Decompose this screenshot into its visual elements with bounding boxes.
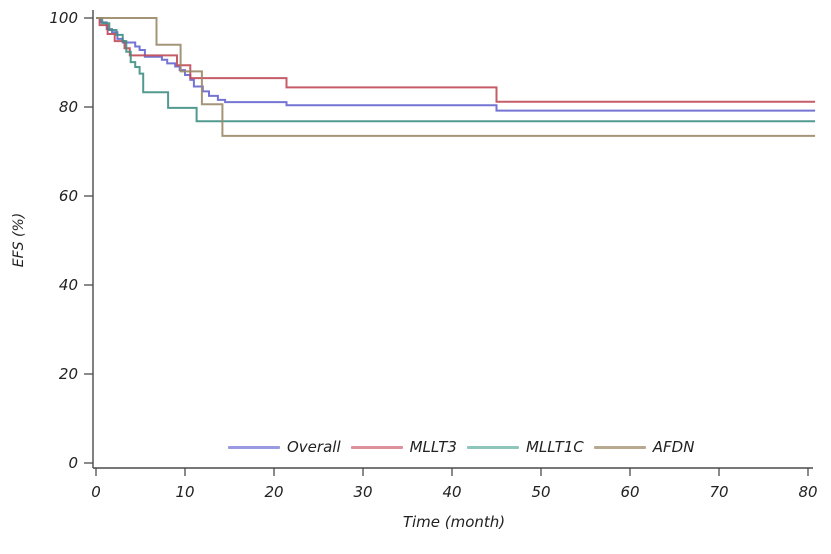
x-tick-label: 60 [620,483,639,501]
legend-swatch-mllt3 [350,445,403,449]
legend-label-mllt1c: MLLT1C [525,438,584,456]
legend-item-mllt1c: MLLT1C [466,438,584,456]
legend-swatch-afdn [593,445,646,449]
legend-item-afdn: AFDN [593,438,695,456]
legend: Overall MLLT3 MLLT1C AFDN [228,438,704,456]
x-tick-label: 40 [442,483,461,501]
legend-swatch-mllt1c [466,445,519,449]
x-tick-label: 80 [798,483,817,501]
legend-label-afdn: AFDN [652,438,695,456]
curve-mllt1c [96,17,816,123]
y-tick-label: 20 [59,365,78,383]
legend-item-mllt3: MLLT3 [350,438,457,456]
y-tick-label: 100 [49,9,78,27]
y-axis-title: EFS (%) [11,212,27,268]
x-tick-label: 70 [709,483,728,501]
x-axis-title: Time (month) [402,513,506,531]
legend-label-mllt3: MLLT3 [409,438,457,456]
legend-item-overall: Overall [228,438,341,456]
curve-overall [96,17,816,112]
legend-label-overall: Overall [287,438,341,456]
x-tick-label: 20 [264,483,283,501]
legend-swatch-overall [228,445,280,449]
y-tick-label: 40 [59,276,78,294]
curve-mllt3 [96,17,816,103]
x-tick-label: 10 [175,483,194,501]
y-tick-label: 80 [59,98,78,116]
curve-afdn [96,17,816,137]
x-tick-label: 0 [91,483,101,501]
x-tick-label: 50 [531,483,550,501]
y-tick-label: 60 [59,187,78,205]
x-tick-label: 30 [353,483,372,501]
y-tick-label: 0 [68,454,78,472]
